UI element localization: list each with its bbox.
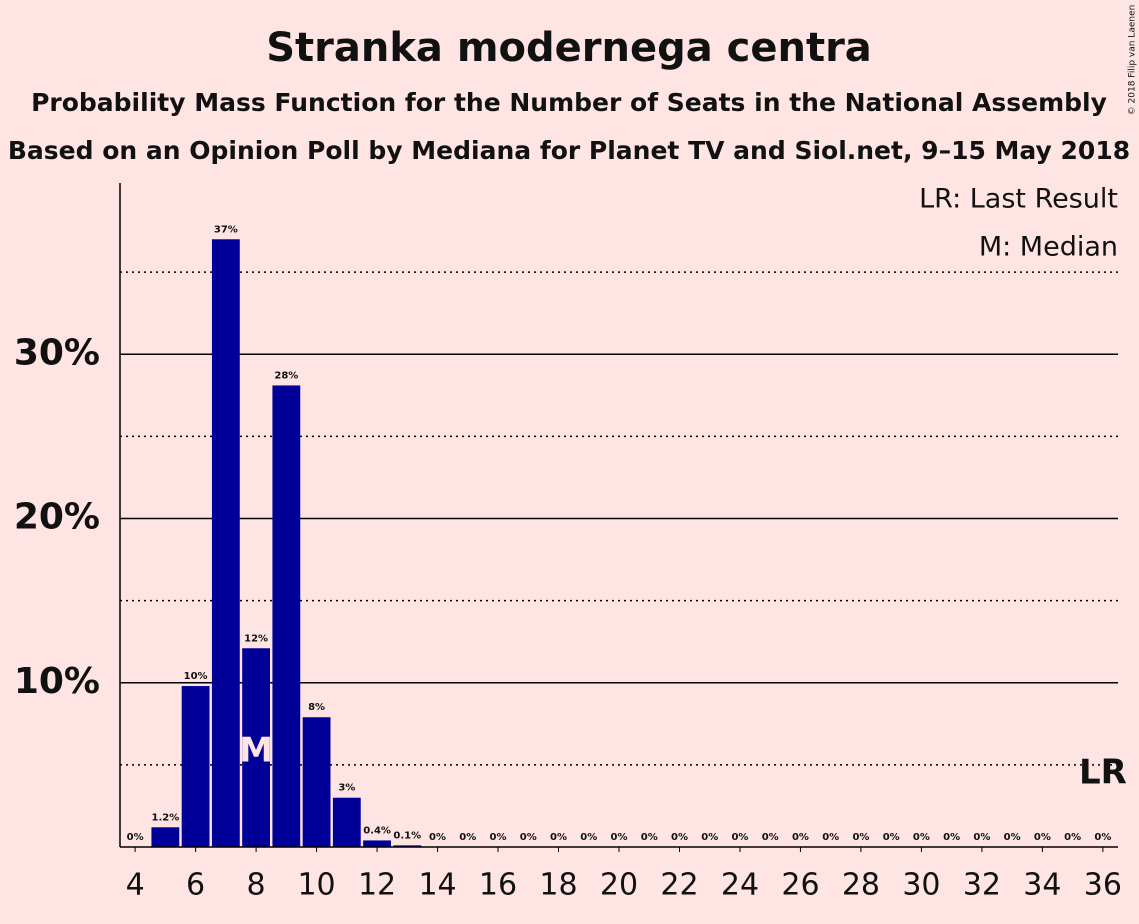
bar (332, 797, 361, 847)
last-result-marker: LR (1079, 753, 1127, 793)
value-label: 0% (913, 832, 930, 843)
value-label: 28% (274, 370, 298, 381)
legend-entry: M: Median (979, 232, 1118, 263)
x-tick-label: 28 (842, 868, 880, 903)
bar (363, 840, 391, 847)
value-label: 0% (459, 832, 476, 843)
value-label: 0% (1064, 832, 1081, 843)
x-tick-label: 30 (902, 868, 940, 903)
x-tick-label: 8 (247, 868, 266, 903)
value-label: 10% (184, 671, 208, 682)
value-label: 0% (792, 832, 809, 843)
value-label: 0% (1094, 832, 1111, 843)
median-marker: M (239, 731, 273, 771)
x-tick-label: 20 (600, 868, 638, 903)
bar (151, 827, 180, 847)
value-label: 0% (762, 832, 779, 843)
value-label: 0% (611, 832, 628, 843)
value-label: 0% (852, 832, 869, 843)
x-tick-label: 12 (358, 868, 396, 903)
chart-subtitle: Probability Mass Function for the Number… (31, 88, 1107, 117)
value-label: 12% (244, 633, 268, 644)
x-tick-label: 18 (539, 868, 577, 903)
x-tick-label: 22 (660, 868, 698, 903)
value-label: 0% (1004, 832, 1021, 843)
value-label: 0.4% (363, 825, 391, 836)
value-label: 0% (701, 832, 718, 843)
y-tick-label: 20% (14, 497, 100, 538)
x-tick-label: 34 (1023, 868, 1061, 903)
bar (211, 239, 240, 847)
x-tick-label: 32 (963, 868, 1001, 903)
value-label: 0% (127, 832, 144, 843)
value-label: 0% (731, 832, 748, 843)
credit: © 2018 Filip van Laenen (1128, 5, 1138, 116)
value-label: 0% (550, 832, 567, 843)
x-tick-label: 24 (721, 868, 759, 903)
value-label: 0% (1034, 832, 1051, 843)
value-label: 0% (671, 832, 688, 843)
chart-subtitle: Based on an Opinion Poll by Mediana for … (8, 136, 1130, 165)
value-label: 0% (883, 832, 900, 843)
x-tick-label: 16 (479, 868, 517, 903)
x-tick-label: 14 (418, 868, 456, 903)
value-label: 1.2% (151, 812, 179, 823)
bar (242, 648, 271, 847)
value-label: 0.1% (393, 830, 421, 841)
bar (181, 686, 210, 847)
x-tick-label: 36 (1084, 868, 1122, 903)
value-label: 0% (490, 832, 507, 843)
x-tick-label: 4 (126, 868, 145, 903)
bar (272, 385, 301, 847)
value-label: 0% (429, 832, 446, 843)
value-label: 0% (580, 832, 597, 843)
y-tick-label: 30% (14, 332, 100, 373)
value-label: 8% (308, 702, 325, 713)
chart-title: Stranka modernega centra (266, 25, 872, 71)
value-label: 37% (214, 224, 238, 235)
x-tick-label: 10 (297, 868, 335, 903)
value-label: 0% (641, 832, 658, 843)
value-label: 0% (973, 832, 990, 843)
value-label: 3% (338, 783, 355, 794)
bar (302, 717, 331, 847)
x-tick-label: 26 (781, 868, 819, 903)
legend-entry: LR: Last Result (919, 184, 1118, 215)
bar (393, 845, 422, 847)
x-tick-label: 6 (186, 868, 205, 903)
value-label: 0% (520, 832, 537, 843)
value-label: 0% (943, 832, 960, 843)
value-label: 0% (822, 832, 839, 843)
y-tick-label: 10% (14, 661, 100, 702)
